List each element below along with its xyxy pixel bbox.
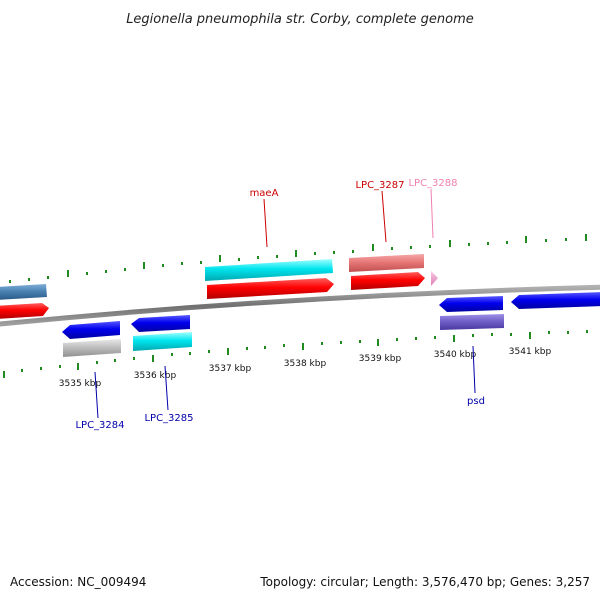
accession-text: Accession: NC_009494 (10, 575, 146, 589)
gene-label-LPC_3285[interactable]: LPC_3285 (144, 413, 193, 424)
inner-ticks (3, 330, 588, 378)
tick-label: 3538 kbp (284, 359, 327, 369)
tick-labels: 3535 kbp 3536 kbp 3537 kbp 3538 kbp 3539… (59, 347, 552, 389)
feature-LPC_3288[interactable] (431, 271, 438, 286)
feature-cds-maeA[interactable] (207, 278, 334, 299)
forward-features (0, 254, 438, 319)
gene-label-psd[interactable]: psd (467, 396, 485, 407)
gene-label-LPC_3284[interactable]: LPC_3284 (75, 420, 124, 431)
outer-ticks (9, 234, 587, 283)
reverse-features (62, 292, 600, 357)
feature-purple-psd[interactable] (440, 314, 504, 330)
feature-cds-LPC_3284[interactable] (62, 321, 120, 339)
genome-backbone (0, 284, 600, 327)
feature-cyan-LPC_3285[interactable] (133, 332, 192, 351)
gene-label-maeA[interactable]: maeA (250, 188, 279, 199)
feature-cds-LPC_3285[interactable] (131, 315, 190, 332)
feature-salmon-LPC_3287[interactable] (349, 254, 424, 272)
feature-gray-LPC_3284[interactable] (63, 339, 121, 357)
genome-summary-text: Topology: circular; Length: 3,576,470 bp… (259, 575, 590, 589)
feature-cds-red[interactable] (0, 303, 49, 319)
gene-labels: maeA LPC_3287 LPC_3288 LPC_3284 LPC_3285… (75, 178, 484, 431)
feature-steelblue[interactable] (0, 284, 47, 300)
map-title: Legionella pneumophila str. Corby, compl… (126, 12, 474, 27)
label-leaders (94, 188, 476, 419)
tick-label: 3541 kbp (509, 347, 552, 357)
tick-label: 3537 kbp (209, 364, 252, 374)
tick-label: 3535 kbp (59, 379, 102, 389)
gene-label-LPC_3288[interactable]: LPC_3288 (408, 178, 457, 189)
feature-cyan-maeA[interactable] (205, 259, 333, 281)
tick-label: 3540 kbp (434, 350, 477, 360)
tick-label: 3536 kbp (134, 371, 177, 381)
tick-label: 3539 kbp (359, 354, 402, 364)
gene-label-LPC_3287[interactable]: LPC_3287 (355, 180, 404, 191)
feature-cds-right[interactable] (511, 292, 600, 309)
feature-cds-LPC_3287[interactable] (351, 272, 425, 290)
feature-cds-psd[interactable] (439, 296, 503, 312)
